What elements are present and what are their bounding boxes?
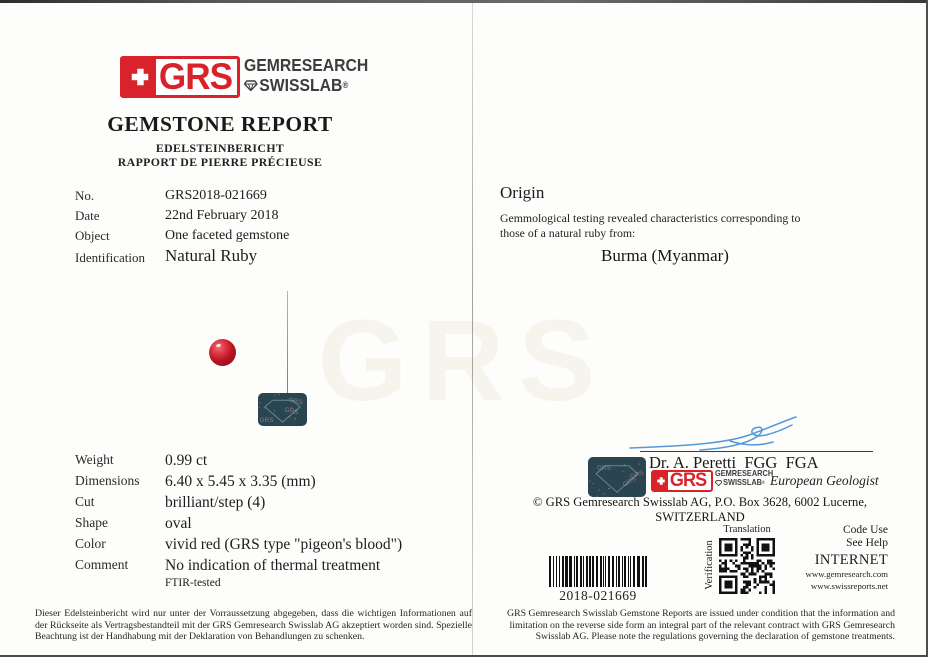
qr-translation-label: Translation <box>723 524 771 535</box>
field-value: vivid red (GRS type "pigeon's blood") <box>165 536 403 553</box>
scan-edge-bottom <box>0 655 928 657</box>
field-label: Comment <box>75 557 129 572</box>
signatory-name: Dr. A. Peretti FGG FGA <box>649 453 819 472</box>
field-row-dimensions: Dimensions 6.40 x 5.45 x 3.35 (mm) <box>75 473 316 491</box>
gem-icon <box>715 480 723 487</box>
field-label: Dimensions <box>75 473 140 488</box>
signature-ink <box>626 416 802 459</box>
grs-logo-small: GRS GEMRESEARCH SWISSLAB ® <box>651 469 780 492</box>
field-row-identification: Identification Natural Ruby <box>75 246 257 266</box>
swiss-cross-icon <box>653 472 668 490</box>
comment-note: FTIR-tested <box>165 577 221 589</box>
field-value: No indication of thermal treatment <box>165 557 381 574</box>
code-use-label: Code Use <box>842 524 888 536</box>
field-row-date: Date 22nd February 2018 <box>75 208 279 224</box>
hologram-sticker: GRS GRS GRS <box>588 457 646 497</box>
barcode-number: 2018-021669 <box>559 588 637 603</box>
disclaimer-german: Dieser Edelsteinbericht wird nur unter d… <box>35 608 472 643</box>
gem-hanging-string <box>287 291 288 394</box>
grs-security-sticker: GRS GRS GRS <box>258 393 307 426</box>
website-url: www.swissreports.net <box>810 580 888 591</box>
field-label: Object <box>75 228 110 243</box>
internet-label: INTERNET <box>814 552 888 568</box>
company-name: GEMRESEARCH SWISSLAB ® <box>244 56 368 94</box>
field-value: One faceted gemstone <box>165 228 290 243</box>
gem-icon <box>244 80 258 91</box>
svg-text:GRS: GRS <box>259 417 274 424</box>
signatory-title: European Geologist <box>770 473 879 488</box>
scan-edge-right <box>926 0 928 657</box>
field-value: Natural Ruby <box>165 246 258 265</box>
field-label: Date <box>75 208 100 223</box>
origin-result: Burma (Myanmar) <box>601 246 729 265</box>
internet-info-block: Code Use See Help INTERNET www.gemresear… <box>748 524 888 591</box>
page-fold-line <box>472 3 473 655</box>
see-help-label: See Help <box>846 537 888 549</box>
company-line1: GEMRESEARCH <box>715 469 774 478</box>
company-name: GEMRESEARCH SWISSLAB ® <box>715 469 774 488</box>
paper-watermark: GRS <box>318 297 610 425</box>
field-row-shape: Shape oval <box>75 515 192 533</box>
field-value: 0.99 ct <box>165 452 208 469</box>
report-subtitle-french: RAPPORT DE PIERRE PRÉCIEUSE <box>117 155 323 169</box>
origin-heading: Origin <box>500 183 545 202</box>
origin-body: Gemmological testing revealed characteri… <box>500 211 801 240</box>
field-value: 22nd February 2018 <box>165 208 279 223</box>
grs-logo-text: GRS <box>158 56 233 97</box>
svg-text:GRS: GRS <box>597 465 612 472</box>
svg-text:GRS: GRS <box>284 406 300 416</box>
field-label: Cut <box>75 494 95 509</box>
field-row-object: Object One faceted gemstone <box>75 228 289 244</box>
scan-edge-top <box>0 0 928 3</box>
svg-text:GRS: GRS <box>629 469 645 480</box>
field-label: No. <box>75 188 95 203</box>
ruby-gem-photo <box>209 339 236 366</box>
registered-mark: ® <box>761 480 765 486</box>
disclaimer-english: GRS Gemresearch Swisslab Gemstone Report… <box>507 608 895 643</box>
company-line1: GEMRESEARCH <box>244 55 369 75</box>
grs-logo-box: GRS <box>120 56 240 98</box>
field-row-comment: Comment No indication of thermal treatme… <box>75 557 380 575</box>
swiss-cross-icon <box>123 59 156 95</box>
field-value: oval <box>165 515 192 532</box>
field-label: Color <box>75 536 106 551</box>
website-url: www.gemresearch.com <box>805 569 888 579</box>
field-row-weight: Weight 0.99 ct <box>75 452 207 470</box>
field-value: brilliant/step (4) <box>165 494 266 511</box>
company-line2: SWISSLAB <box>259 74 343 95</box>
signature-line <box>640 451 873 452</box>
grs-logo: GRS GEMRESEARCH SWISSLAB ® <box>120 56 382 98</box>
report-title: GEMSTONE REPORT <box>107 112 333 136</box>
report-subtitle-german: EDELSTEINBERICHT <box>155 141 285 155</box>
field-row-cut: Cut brilliant/step (4) <box>75 494 265 512</box>
barcode <box>549 556 647 587</box>
svg-text:GRS: GRS <box>288 397 304 406</box>
registered-mark: ® <box>342 79 349 90</box>
company-line2: SWISSLAB <box>723 478 762 488</box>
field-value: GRS2018-021669 <box>165 188 267 203</box>
field-label: Weight <box>75 452 114 467</box>
grs-logo-box: GRS <box>651 470 713 492</box>
qr-verification-label: Verification <box>704 540 715 590</box>
field-label: Identification <box>75 250 146 265</box>
field-row-color: Color vivid red (GRS type "pigeon's bloo… <box>75 536 402 554</box>
copyright-line: © GRS Gemresearch Swisslab AG, P.O. Box … <box>532 495 868 524</box>
grs-logo-text: GRS <box>669 470 707 491</box>
field-row-no: No. GRS2018-021669 <box>75 188 267 204</box>
field-label: Shape <box>75 515 108 530</box>
field-value: 6.40 x 5.45 x 3.35 (mm) <box>165 473 316 490</box>
qr-code <box>719 538 775 594</box>
